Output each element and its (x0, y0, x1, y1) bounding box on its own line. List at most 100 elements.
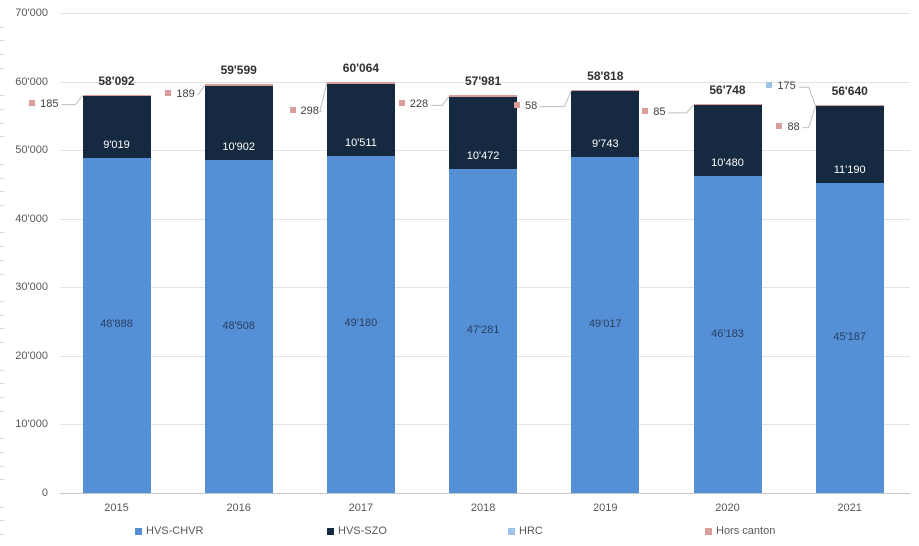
bar-total-label: 57'981 (464, 74, 502, 89)
bar-segment-hors-canton[interactable] (815, 104, 884, 106)
callout-label-hors-canton: 88 (730, 120, 800, 135)
y-axis-minor-tick (0, 54, 4, 56)
bar-value-label-hvs-chvr: 47'281 (466, 323, 500, 336)
bar-segment-hvs-szo[interactable] (204, 85, 273, 161)
bar-value-label-hvs-szo: 10'480 (711, 157, 744, 170)
bar-segment-hvs-chvr[interactable] (571, 156, 640, 493)
bar-value-label-hvs-szo: 10'472 (466, 149, 500, 162)
bar-value-label-hvs-chvr: 46'183 (711, 327, 744, 340)
legend-label: HVS-SZO (338, 525, 387, 537)
y-axis-minor-tick (0, 109, 4, 110)
legend-key-hors-canton-icon (642, 107, 649, 114)
y-axis-minor-tick (0, 163, 4, 165)
legend-key-hors-canton-icon (514, 101, 521, 108)
legend-key-hors-canton-icon (289, 106, 296, 113)
bar-segment-hvs-szo[interactable] (693, 104, 762, 177)
bar-segment-hvs-szo[interactable] (449, 96, 518, 169)
y-axis-minor-tick (0, 314, 4, 316)
y-axis-minor-tick (0, 438, 4, 440)
bar-segment-hvs-chvr[interactable] (693, 176, 762, 493)
y-axis-minor-tick (0, 205, 4, 206)
bar-segment-hors-canton[interactable] (82, 94, 151, 96)
bar-value-label-hvs-chvr: 49'017 (588, 317, 622, 330)
y-axis-minor-tick (0, 246, 4, 248)
callout-label-hors-canton: 85 (596, 105, 666, 120)
y-axis-minor-tick (0, 95, 4, 97)
bar-value-label-hvs-chvr: 48'508 (222, 319, 256, 332)
bar-segment-hors-canton[interactable] (571, 89, 640, 91)
y-axis-minor-tick (0, 342, 4, 344)
legend-label: Hors canton (716, 525, 776, 537)
y-gridline (60, 13, 910, 14)
bar-segment-hors-canton[interactable] (449, 95, 518, 97)
bar-segment-hvs-chvr[interactable] (815, 183, 884, 493)
bar-value-label-hvs-szo: 11'190 (833, 164, 866, 177)
bar-segment-hrc[interactable] (815, 105, 884, 107)
y-axis-minor-tick (0, 191, 4, 193)
y-axis-minor-tick (0, 506, 4, 508)
bar-segment-hvs-chvr[interactable] (204, 160, 273, 493)
y-axis-minor-tick (0, 383, 4, 385)
legend-key-hors-canton-icon (398, 100, 405, 107)
callout-value: 298 (300, 104, 319, 117)
bar-segment-hvs-chvr[interactable] (82, 157, 151, 493)
bar-value-label-hvs-szo: 9'019 (103, 138, 130, 151)
hors-canton-legend-swatch-icon (705, 528, 712, 535)
bar-segment-hvs-szo[interactable] (326, 83, 395, 156)
callout-value: 85 (653, 105, 666, 118)
legend-label: HVS-CHVR (146, 525, 204, 537)
legend-item-hvs-chvr[interactable]: HVS-CHVR (135, 523, 203, 539)
bar-segment-hvs-szo[interactable] (815, 106, 884, 184)
callout-label-hors-canton: 228 (358, 97, 428, 112)
y-axis-tick-label: 60'000 (15, 75, 48, 88)
y-axis-minor-tick (0, 122, 4, 124)
x-axis-category-label: 2015 (104, 502, 129, 514)
y-axis-minor-tick (0, 26, 4, 28)
x-axis-category-label: 2020 (715, 502, 740, 514)
bar-segment-hvs-chvr[interactable] (326, 155, 395, 493)
bar-segment-hvs-chvr[interactable] (449, 168, 518, 493)
bar-segment-hvs-szo[interactable] (571, 90, 640, 157)
bar-segment-hors-canton[interactable] (204, 84, 273, 86)
callout-value: 175 (777, 80, 796, 93)
y-axis-minor-tick (0, 67, 4, 69)
x-axis-category-label: 2021 (837, 502, 862, 514)
y-axis-minor-tick (0, 136, 4, 138)
callout-value: 88 (787, 120, 800, 133)
bar-value-label-hvs-chvr: 49'180 (344, 317, 378, 330)
callout-value: 189 (176, 88, 195, 101)
y-axis-minor-tick (0, 301, 4, 302)
legend-item-hors-canton[interactable]: Hors canton (705, 523, 775, 539)
callout-value: 58 (525, 99, 538, 112)
callout-value: 228 (409, 98, 429, 111)
legend-item-hrc[interactable]: HRC (508, 523, 543, 539)
x-axis-category-label: 2016 (226, 502, 251, 514)
y-axis-minor-tick (0, 259, 4, 261)
bar-value-label-hvs-szo: 10'511 (344, 136, 377, 149)
bar-segment-hors-canton[interactable] (326, 81, 395, 84)
legend-label: HRC (519, 525, 543, 537)
x-axis-category-label: 2018 (470, 502, 496, 514)
callout-label-hors-canton: 189 (125, 87, 195, 102)
y-axis-minor-tick (0, 465, 4, 467)
x-axis-category-label: 2019 (593, 502, 618, 514)
y-axis-tick-label: 0 (41, 487, 48, 499)
bar-segment-hors-canton[interactable] (693, 103, 762, 105)
y-axis-minor-tick (0, 451, 4, 453)
callout-label-hors-canton: 185 (0, 97, 59, 112)
bar-total-label: 59'599 (220, 63, 257, 78)
y-axis-minor-tick (0, 232, 4, 234)
y-axis-tick-label: 70'000 (15, 7, 48, 19)
legend-item-hvs-szo[interactable]: HVS-SZO (327, 523, 387, 539)
y-axis-tick-label: 20'000 (15, 349, 48, 362)
y-axis-minor-tick (0, 273, 4, 275)
y-axis-minor-tick (0, 40, 4, 42)
y-axis-minor-tick (0, 369, 4, 371)
hvs-chvr-legend-swatch-icon (135, 528, 142, 535)
y-axis-minor-tick (0, 479, 4, 481)
y-axis-minor-tick (0, 520, 4, 522)
bar-segment-hvs-szo[interactable] (82, 95, 151, 158)
callout-label-hrc: 175 (726, 79, 796, 94)
legend-key-hors-canton-icon (29, 99, 36, 106)
bar-value-label-hvs-szo: 10'902 (222, 141, 256, 154)
